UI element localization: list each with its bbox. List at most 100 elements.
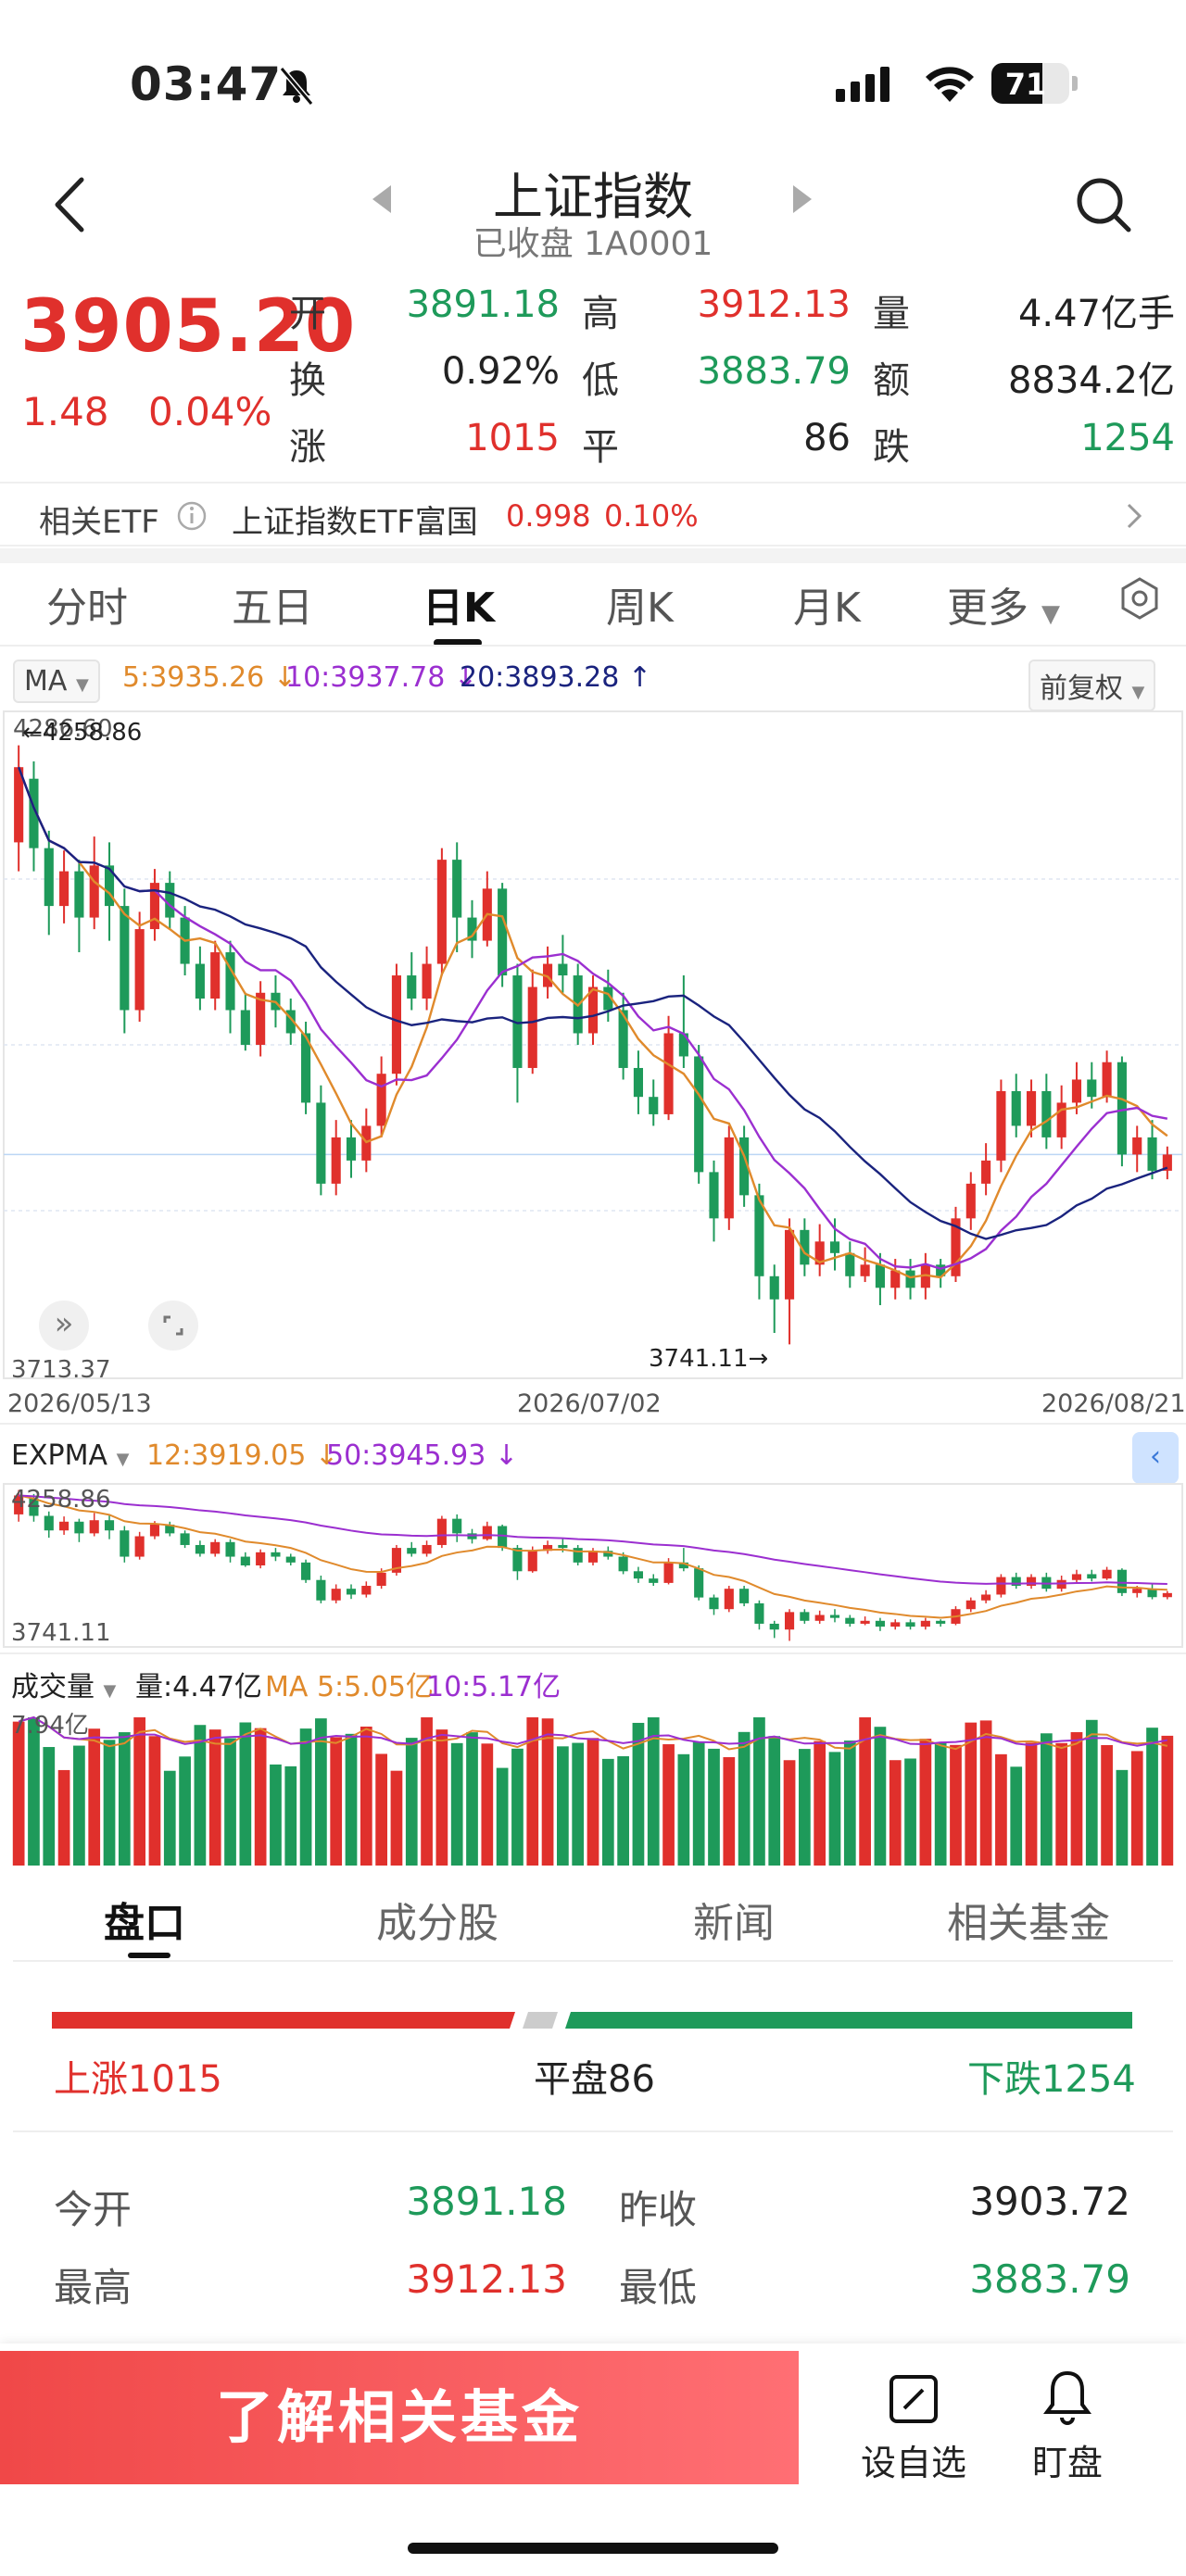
prev-index-arrow-icon[interactable] (371, 183, 393, 215)
related-etf-bar[interactable]: 相关ETF 上证指数ETF富国 0.998 0.10% (0, 482, 1186, 547)
price-change-percent: 0.04% (148, 389, 272, 434)
tab-order-book[interactable]: 盘口 (104, 1900, 185, 1947)
expma-candle-body (1132, 1589, 1142, 1593)
candle-body (1102, 1062, 1112, 1098)
expma-candle-body (240, 1556, 250, 1565)
adjust-selector[interactable]: 前复权 ▼ (1028, 660, 1156, 711)
caret-down-icon: ▼ (75, 675, 89, 695)
learn-related-funds-button[interactable]: 了解相关基金 (0, 2351, 799, 2484)
volume-ma5: MA 5:5.05亿 (265, 1671, 434, 1703)
tab-more[interactable]: 更多 ▼ (947, 574, 1060, 634)
volume-bar (435, 1729, 448, 1866)
candle-body (558, 963, 568, 976)
caret-down-icon: ▼ (116, 1450, 130, 1469)
volume-bar (208, 1729, 221, 1866)
up-count: 上涨1015 (54, 2058, 222, 2101)
candle-body (800, 1229, 810, 1265)
date-end: 2026/08/21 (1041, 1389, 1186, 1418)
volume-bar (1055, 1742, 1068, 1866)
ma10-label: 10:3937.78 (285, 661, 446, 694)
tab-news[interactable]: 新闻 (693, 1900, 775, 1947)
min-price-label: 3741.11 (649, 1345, 749, 1373)
down-count: 下跌1254 (967, 2058, 1136, 2101)
candle-body (1056, 1102, 1066, 1137)
collapse-panel-icon[interactable]: ‹ (1132, 1432, 1179, 1484)
volume-bar (28, 1717, 40, 1866)
volume-bar (1040, 1733, 1053, 1866)
candle-body (44, 848, 54, 907)
tab-related-funds[interactable]: 相关基金 (947, 1900, 1110, 1947)
tab-intraday[interactable]: 分时 (46, 584, 128, 632)
expma-selector[interactable]: EXPMA ▼ (11, 1439, 129, 1472)
edit-watchlist-icon[interactable] (886, 2371, 941, 2427)
volume-selector-label: 成交量 (11, 1671, 95, 1703)
tab-constituents[interactable]: 成分股 (376, 1900, 498, 1947)
expma-candle-body (271, 1552, 281, 1557)
expma-candle-body (814, 1615, 825, 1621)
active-tab-indicator (434, 639, 482, 647)
candle-body (678, 1033, 688, 1057)
search-icon[interactable] (1075, 176, 1132, 233)
tab-weekly-k[interactable]: 周K (606, 584, 674, 632)
tab-five-day[interactable]: 五日 (232, 584, 313, 632)
add-watchlist-button[interactable]: 设自选 (860, 2443, 966, 2483)
expma50-label: 50:3945.93 (326, 1439, 486, 1472)
expma-candle-body (391, 1548, 402, 1573)
volume-bar (843, 1740, 856, 1866)
candle-body (1117, 1062, 1127, 1155)
candle-body (663, 1033, 674, 1114)
mute-bell-icon (279, 67, 314, 106)
candle-body (59, 871, 69, 907)
last-price: 3905.20 (20, 285, 357, 369)
back-chevron-icon[interactable] (46, 172, 93, 237)
expma-candle-body (1117, 1569, 1127, 1593)
next-index-arrow-icon[interactable] (791, 183, 814, 215)
volume-selector[interactable]: 成交量 ▼ (11, 1664, 116, 1704)
stat-label: 开 (289, 293, 326, 335)
volume-bar (934, 1742, 947, 1866)
tab-daily-k[interactable]: 日K (423, 584, 496, 632)
stat-value: 3912.13 (697, 283, 851, 326)
monitor-bell-icon[interactable] (1040, 2368, 1095, 2427)
volume-chart[interactable] (0, 1703, 1186, 1869)
fullscreen-icon[interactable] (148, 1301, 198, 1351)
monitor-button[interactable]: 盯盘 (1031, 2443, 1103, 2483)
candlestick-chart[interactable] (0, 708, 1186, 1382)
info-icon[interactable] (176, 500, 208, 532)
candle-body (452, 860, 462, 918)
expma-candle-body (769, 1623, 779, 1630)
ma5-line (18, 766, 1168, 1279)
candle-body (74, 871, 84, 918)
expma-y-bottom: 3741.11 (11, 1619, 111, 1647)
volume-bar (360, 1727, 372, 1866)
expma-chart[interactable] (0, 1482, 1186, 1649)
expma-candle-body (875, 1620, 885, 1627)
expma-candle-body (104, 1520, 115, 1531)
volume-bar (194, 1725, 207, 1866)
stat-value: 3891.18 (406, 283, 560, 326)
candle-body (422, 963, 432, 999)
stat-label: 低 (582, 359, 619, 402)
volume-bar (345, 1733, 358, 1866)
volume-ma10: 10:5.17亿 (426, 1671, 561, 1703)
candle-body (210, 952, 221, 999)
expma12-label: 12:3919.05 (146, 1439, 307, 1472)
volume-bar (405, 1738, 418, 1866)
volume-divider (0, 1652, 1186, 1654)
candle-body (195, 963, 205, 999)
candle-body (618, 1010, 628, 1068)
volume-bar (799, 1749, 811, 1866)
volume-bar (375, 1753, 387, 1866)
expand-double-chevron-icon[interactable]: » (39, 1301, 89, 1351)
candle-body (587, 986, 599, 1034)
expma-candle-body (920, 1620, 930, 1627)
chevron-right-icon (1127, 503, 1142, 529)
expma-candle-body (527, 1551, 537, 1572)
stat-value: 86 (803, 417, 851, 459)
tab-monthly-k[interactable]: 月K (793, 584, 861, 632)
chart-settings-icon[interactable] (1117, 576, 1162, 621)
indicator-selector-ma[interactable]: MA ▼ (13, 660, 100, 703)
expma-candle-body (134, 1536, 145, 1557)
volume-bar (572, 1742, 585, 1866)
expma-candle-body (225, 1541, 235, 1557)
